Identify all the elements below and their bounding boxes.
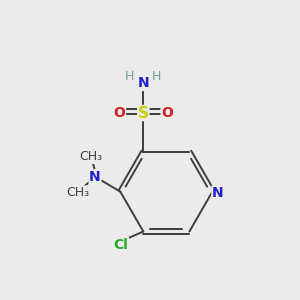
Text: O: O — [161, 106, 173, 120]
Text: N: N — [89, 170, 101, 184]
Text: Cl: Cl — [114, 238, 128, 252]
Text: N: N — [137, 76, 149, 90]
Text: S: S — [138, 106, 149, 121]
Text: H: H — [152, 70, 161, 83]
Text: O: O — [114, 106, 125, 120]
Text: CH₃: CH₃ — [66, 186, 89, 199]
Text: N: N — [212, 186, 224, 200]
Text: H: H — [125, 70, 135, 83]
Text: CH₃: CH₃ — [80, 150, 103, 163]
